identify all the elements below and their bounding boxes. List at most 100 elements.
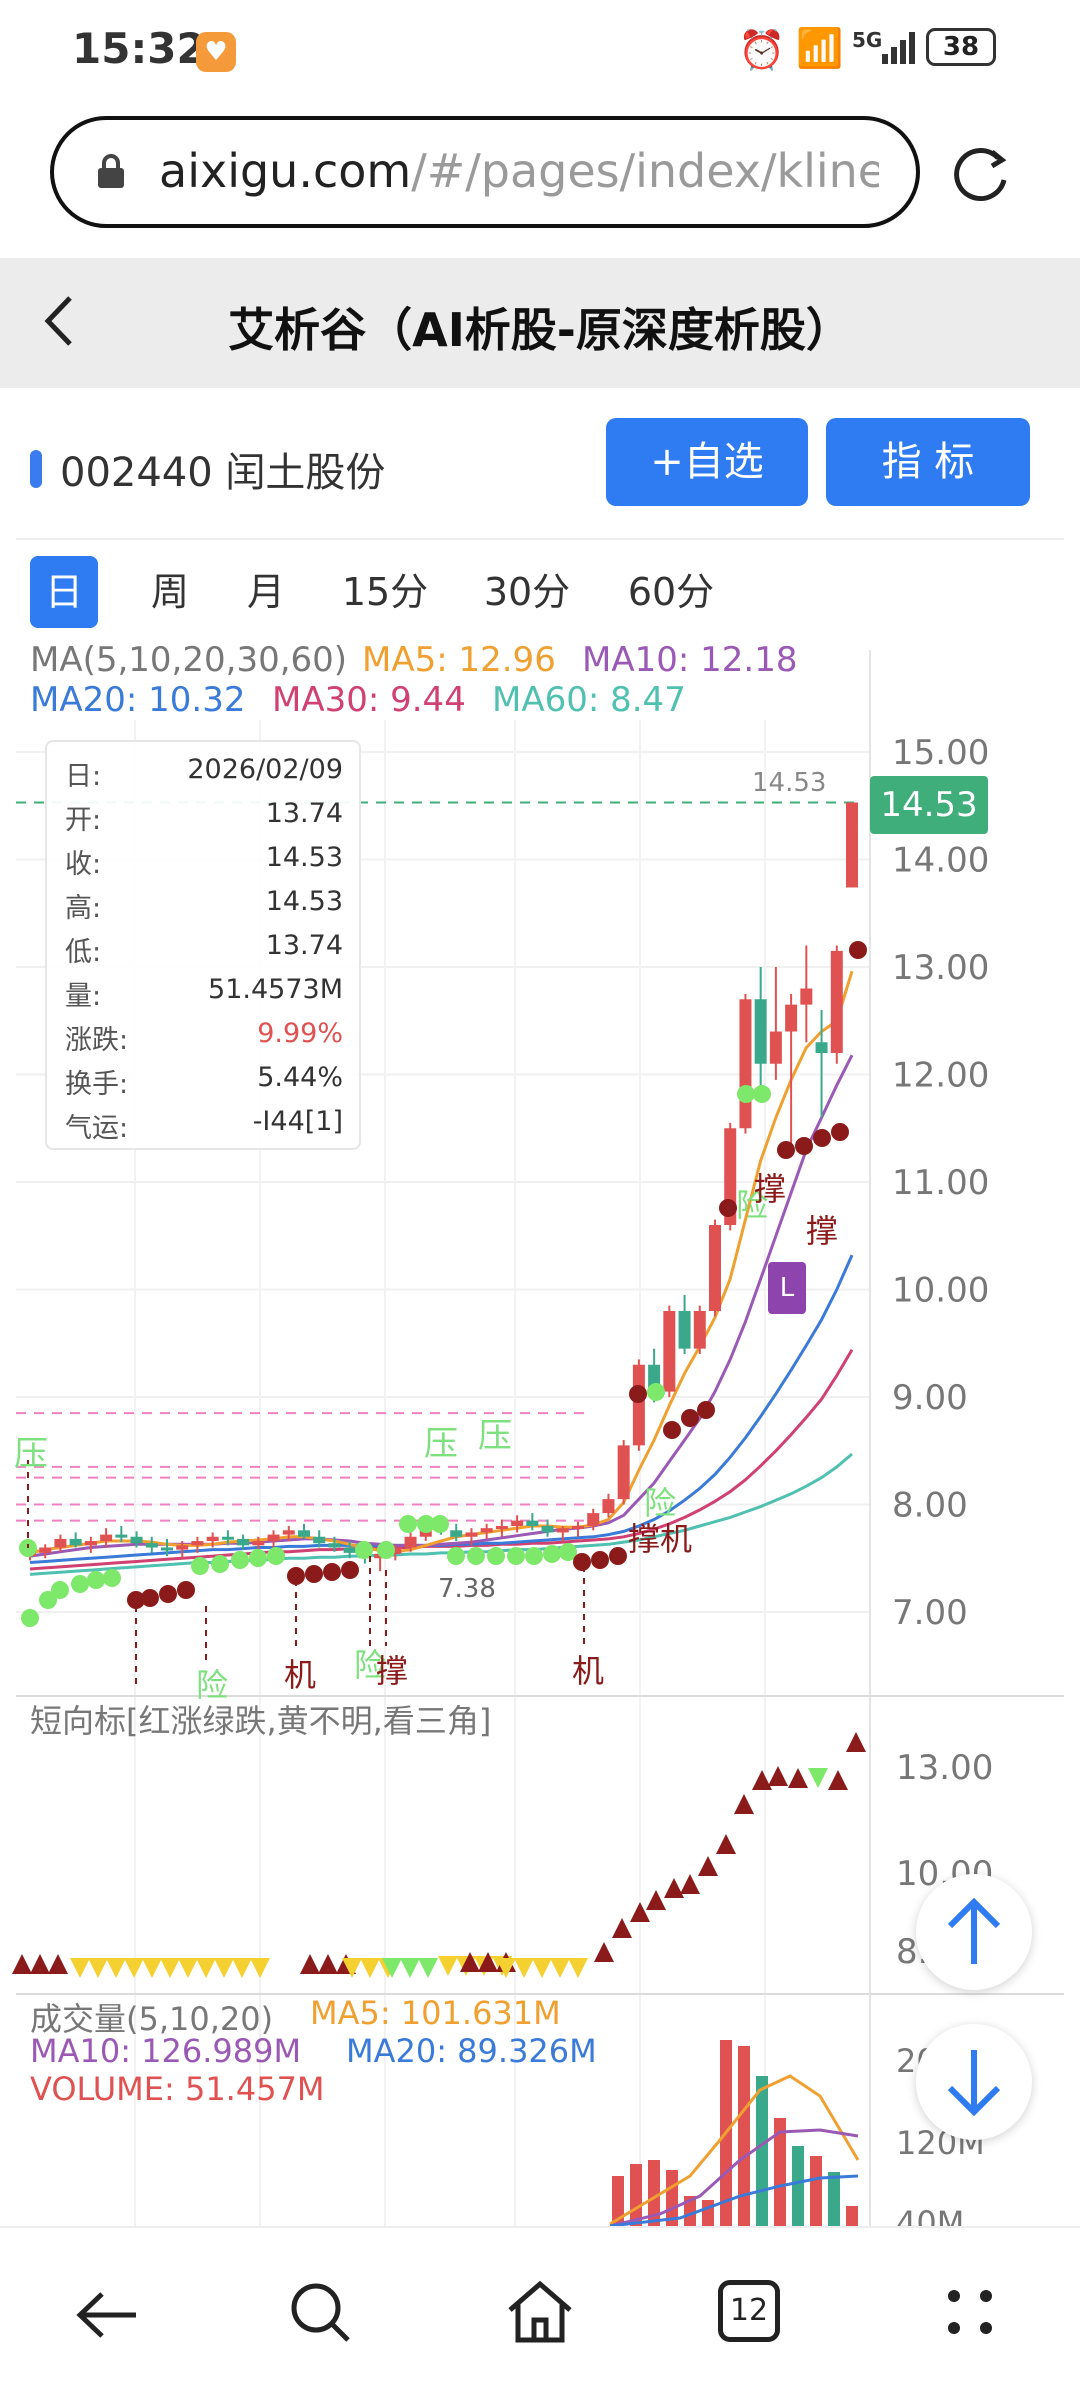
- signal-ya-1: 压: [14, 1434, 48, 1474]
- indicator-button[interactable]: 指 标: [826, 418, 1030, 506]
- battery-level: 38: [942, 32, 980, 62]
- signal-cheng-3: 撑: [806, 1212, 839, 1250]
- ma60-legend: MA60: 8.47: [492, 680, 686, 720]
- wifi-icon: 📶: [796, 26, 844, 70]
- tooltip-value: 14.53: [265, 886, 343, 917]
- divider: [16, 538, 1064, 540]
- indicator-triangle-up: [828, 1770, 848, 1790]
- short-axis-1: 13.00: [896, 1748, 994, 1788]
- candle-body: [769, 1031, 782, 1064]
- scroll-up-button[interactable]: [916, 1874, 1032, 1990]
- volume-ma5-line: [609, 2074, 860, 2226]
- add-watchlist-button[interactable]: +自选: [606, 418, 808, 506]
- indicator-triangle-up: [48, 1954, 68, 1974]
- indicator-triangle-down: [808, 1768, 828, 1788]
- signal-ya-3: 压: [478, 1416, 512, 1456]
- tooltip-key: 量:: [65, 981, 102, 1012]
- volume-value: VOLUME: 51.457M: [30, 2070, 325, 2108]
- indicator-triangle-down: [214, 1958, 234, 1978]
- tooltip-value: -I44[1]: [252, 1106, 343, 1137]
- volume-ma5: MA5: 101.631M: [310, 1994, 561, 2032]
- scroll-down-button[interactable]: [916, 2024, 1032, 2140]
- page-title: 艾析谷（AI析股-原深度析股）: [228, 303, 852, 357]
- tooltip-row: 涨跌: 9.99%: [65, 1018, 343, 1058]
- candle-body: [663, 1311, 676, 1392]
- tooltip-value: 2026/02/09: [187, 754, 343, 785]
- signal-dot-green: [231, 1551, 249, 1569]
- kline-chart[interactable]: 15.00 14.00 13.00 12.00 11.00 10.00 9.00 8.00 7.…: [0, 640, 1080, 2226]
- price-axis-label: 9.00: [892, 1378, 968, 1418]
- lock-icon: [96, 154, 126, 190]
- search-icon[interactable]: [286, 2278, 356, 2348]
- tooltip-key: 日:: [65, 761, 102, 792]
- back-arrow-icon[interactable]: [36, 286, 86, 356]
- tab-day[interactable]: 日: [30, 556, 98, 628]
- indicator-triangle-down: [568, 1958, 588, 1978]
- indicator-triangle-down: [178, 1958, 198, 1978]
- volume-bar: [630, 2164, 642, 2226]
- tab-month[interactable]: 月: [246, 570, 285, 614]
- candle-body: [161, 1547, 173, 1551]
- tabs-icon[interactable]: 12: [718, 2280, 780, 2342]
- tab-week[interactable]: 周: [150, 570, 189, 614]
- signal-dot-green: [21, 1609, 39, 1627]
- indicator-triangle-up: [768, 1766, 788, 1786]
- price-axis-label: 11.00: [892, 1163, 989, 1203]
- signal-dot-green: [487, 1547, 505, 1565]
- signal-dot-green: [737, 1085, 755, 1103]
- signal-dot-red: [777, 1141, 795, 1159]
- last-price-tag: 14.53: [870, 776, 988, 834]
- signal-dot-green: [507, 1547, 525, 1565]
- tooltip-value: 14.53: [265, 842, 343, 873]
- candle-tooltip: 日: 2026/02/09 开: 13.74 收: 14.53 高: 14.53 低: 13.74…: [45, 740, 361, 1150]
- candle-body: [252, 1541, 265, 1546]
- candle-body: [830, 950, 843, 1053]
- candle-body: [846, 802, 858, 888]
- candle-body: [587, 1513, 600, 1526]
- title-bar: 艾析谷（AI析股-原深度析股）: [0, 258, 1080, 388]
- reload-icon[interactable]: [952, 144, 1012, 204]
- candle-body: [617, 1445, 630, 1500]
- candle-body: [541, 1526, 554, 1533]
- volume-bar: [684, 2196, 696, 2226]
- signal-dot-red: [663, 1421, 681, 1439]
- tab-60min[interactable]: 60分: [627, 570, 715, 614]
- price-axis-label: 8.00: [892, 1486, 968, 1526]
- url-bar[interactable]: aixigu.com/#/pages/index/kline?: [50, 116, 920, 228]
- arrow-up-icon: [947, 1897, 1001, 1964]
- signal-dot-green: [431, 1515, 449, 1533]
- indicator-triangle-down: [250, 1958, 270, 1978]
- ma10-legend: MA10: 12.18: [582, 640, 798, 680]
- candle-body: [191, 1541, 204, 1546]
- tab-15min[interactable]: 15分: [341, 570, 429, 614]
- tab-30min[interactable]: 30分: [483, 570, 571, 614]
- url-text[interactable]: aixigu.com/#/pages/index/kline?: [159, 144, 879, 198]
- signal-dot-green: [399, 1515, 417, 1533]
- signal-dot-green: [355, 1541, 373, 1559]
- tooltip-key: 气运:: [65, 1113, 129, 1144]
- signal-dot-red: [287, 1567, 305, 1585]
- signal-dot-green: [191, 1557, 209, 1575]
- volume-bar: [756, 2076, 768, 2226]
- indicator-triangle-up: [594, 1942, 614, 1962]
- signal-dot-green: [103, 1569, 121, 1587]
- indicator-triangle-up: [664, 1878, 684, 1898]
- volume-bar: [810, 2156, 822, 2226]
- indicator-triangle-down: [88, 1958, 108, 1978]
- volume-bar: [648, 2160, 660, 2226]
- url-host: aixigu.com: [159, 144, 412, 198]
- indicator-triangle-up: [646, 1890, 666, 1910]
- tooltip-row: 日: 2026/02/09: [65, 754, 343, 794]
- indicator-triangle-down: [550, 1958, 570, 1978]
- back-icon[interactable]: [72, 2280, 142, 2350]
- signal-dot-red: [141, 1589, 159, 1607]
- candle-body: [343, 1547, 356, 1553]
- price-axis-label: 7.00: [892, 1593, 968, 1633]
- price-axis-label: 15.00: [892, 733, 989, 773]
- candle-body: [282, 1530, 295, 1535]
- menu-icon[interactable]: [940, 2282, 1000, 2342]
- volume-bar: [612, 2176, 624, 2226]
- indicator-triangle-up: [788, 1768, 808, 1788]
- home-icon[interactable]: [504, 2276, 576, 2348]
- tooltip-key: 高:: [65, 893, 102, 924]
